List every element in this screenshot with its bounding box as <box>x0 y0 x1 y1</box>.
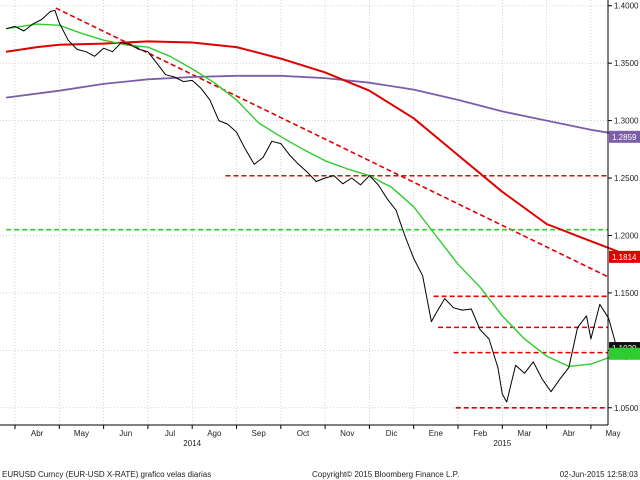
x-axis-ticks: Abr May Jun Jul Ago Sep Oct Nov Dic Ene Feb Mar Abr M… <box>14 425 621 448</box>
x-tick-label: Dic <box>386 429 398 438</box>
value-label-text: 1.1814 <box>612 253 637 262</box>
y-tick-label: 1.1500 <box>614 289 639 298</box>
ma-green-line <box>5 23 634 368</box>
y-tick-label: 1.2000 <box>614 231 639 240</box>
x-tick-label: Feb <box>473 429 487 438</box>
x-tick-label: Abr <box>31 429 44 438</box>
y-tick-label: 1.2500 <box>614 174 639 183</box>
x-tick-label: Mar <box>518 429 532 438</box>
footer-timestamp: 02-Jun-2015 12:58:03 <box>560 470 639 479</box>
diagonal-trendline <box>55 7 609 278</box>
footer-copyright: Copyright© 2015 Bloomberg Finance L.P. <box>312 470 459 479</box>
x-tick-label: Jun <box>119 429 132 438</box>
value-label-text: 1.2859 <box>612 133 637 142</box>
x-tick-label: Jul <box>165 429 175 438</box>
x-tick-label: Ene <box>429 429 444 438</box>
grid <box>0 0 608 425</box>
x-tick-label: Sep <box>252 429 267 438</box>
value-label-box <box>609 347 640 360</box>
horizontal-trendlines <box>6 7 609 409</box>
footer: EURUSD Curncy (EUR-USD X-RATE) grafico v… <box>2 470 639 479</box>
value-label-box <box>609 250 640 263</box>
value-label-box <box>609 130 640 143</box>
ma-red-line <box>5 40 634 259</box>
y-tick-label: 1.0500 <box>614 404 639 413</box>
x-tick-label: Ago <box>207 429 222 438</box>
footer-source: EURUSD Curncy (EUR-USD X-RATE) grafico v… <box>2 470 211 479</box>
x-tick-label: Oct <box>297 429 310 438</box>
x-year-label: 2014 <box>183 439 201 448</box>
y-tick-label: 1.3500 <box>614 59 639 68</box>
x-tick-label: May <box>605 429 620 438</box>
y-tick-label: 1.4000 <box>614 2 639 11</box>
ma-purple-line <box>5 74 634 138</box>
x-tick-label: Nov <box>340 429 354 438</box>
price-line <box>5 9 634 403</box>
x-tick-label: May <box>74 429 89 438</box>
y-tick-label: 1.3000 <box>614 117 639 126</box>
series <box>5 9 634 403</box>
x-year-label: 2015 <box>493 439 511 448</box>
x-tick-label: Abr <box>563 429 576 438</box>
